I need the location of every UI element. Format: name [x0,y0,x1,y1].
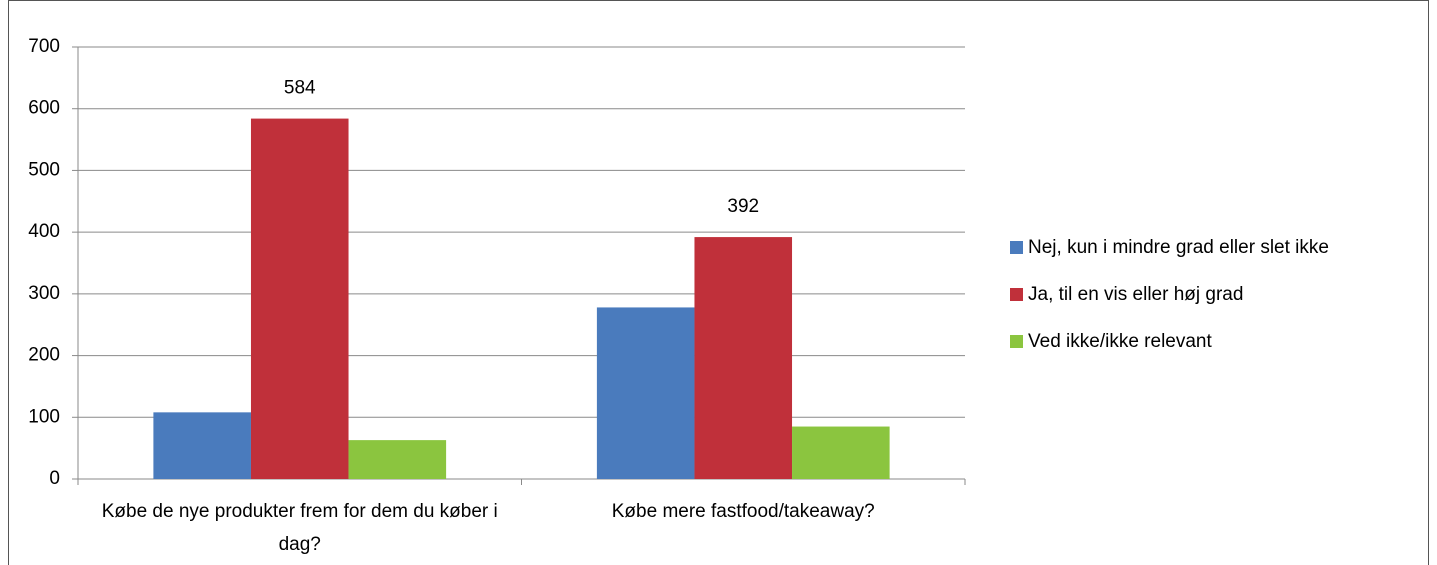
legend-label: Ved ikke/ikke relevant [1028,331,1212,352]
y-tick-label: 500 [28,159,60,180]
legend-label: Ja, til en vis eller høj grad [1028,284,1243,305]
legend-swatch [1010,288,1023,301]
bar [348,440,447,479]
bar [596,307,695,479]
legend-label: Nej, kun i mindre grad eller slet ikke [1028,237,1329,258]
y-tick-label: 0 [49,468,60,489]
y-tick-label: 600 [28,98,60,119]
bar [250,118,349,480]
y-tick-label: 100 [28,406,60,427]
data-label: 584 [284,78,316,99]
bar [153,412,251,479]
legend-swatch [1010,335,1023,348]
legend-swatch [1010,241,1023,254]
y-tick-label: 200 [28,345,60,366]
x-tick-label: Købe de nye produkter frem for dem du kø… [101,501,498,555]
data-label: 392 [727,196,759,217]
chart-frame [8,0,1429,565]
bar [694,237,793,479]
x-tick-label: Købe mere fastfood/takeaway? [611,501,875,522]
y-tick-label: 400 [28,221,60,242]
y-tick-label: 700 [28,36,60,57]
y-tick-label: 300 [28,283,60,304]
bar [792,426,890,479]
